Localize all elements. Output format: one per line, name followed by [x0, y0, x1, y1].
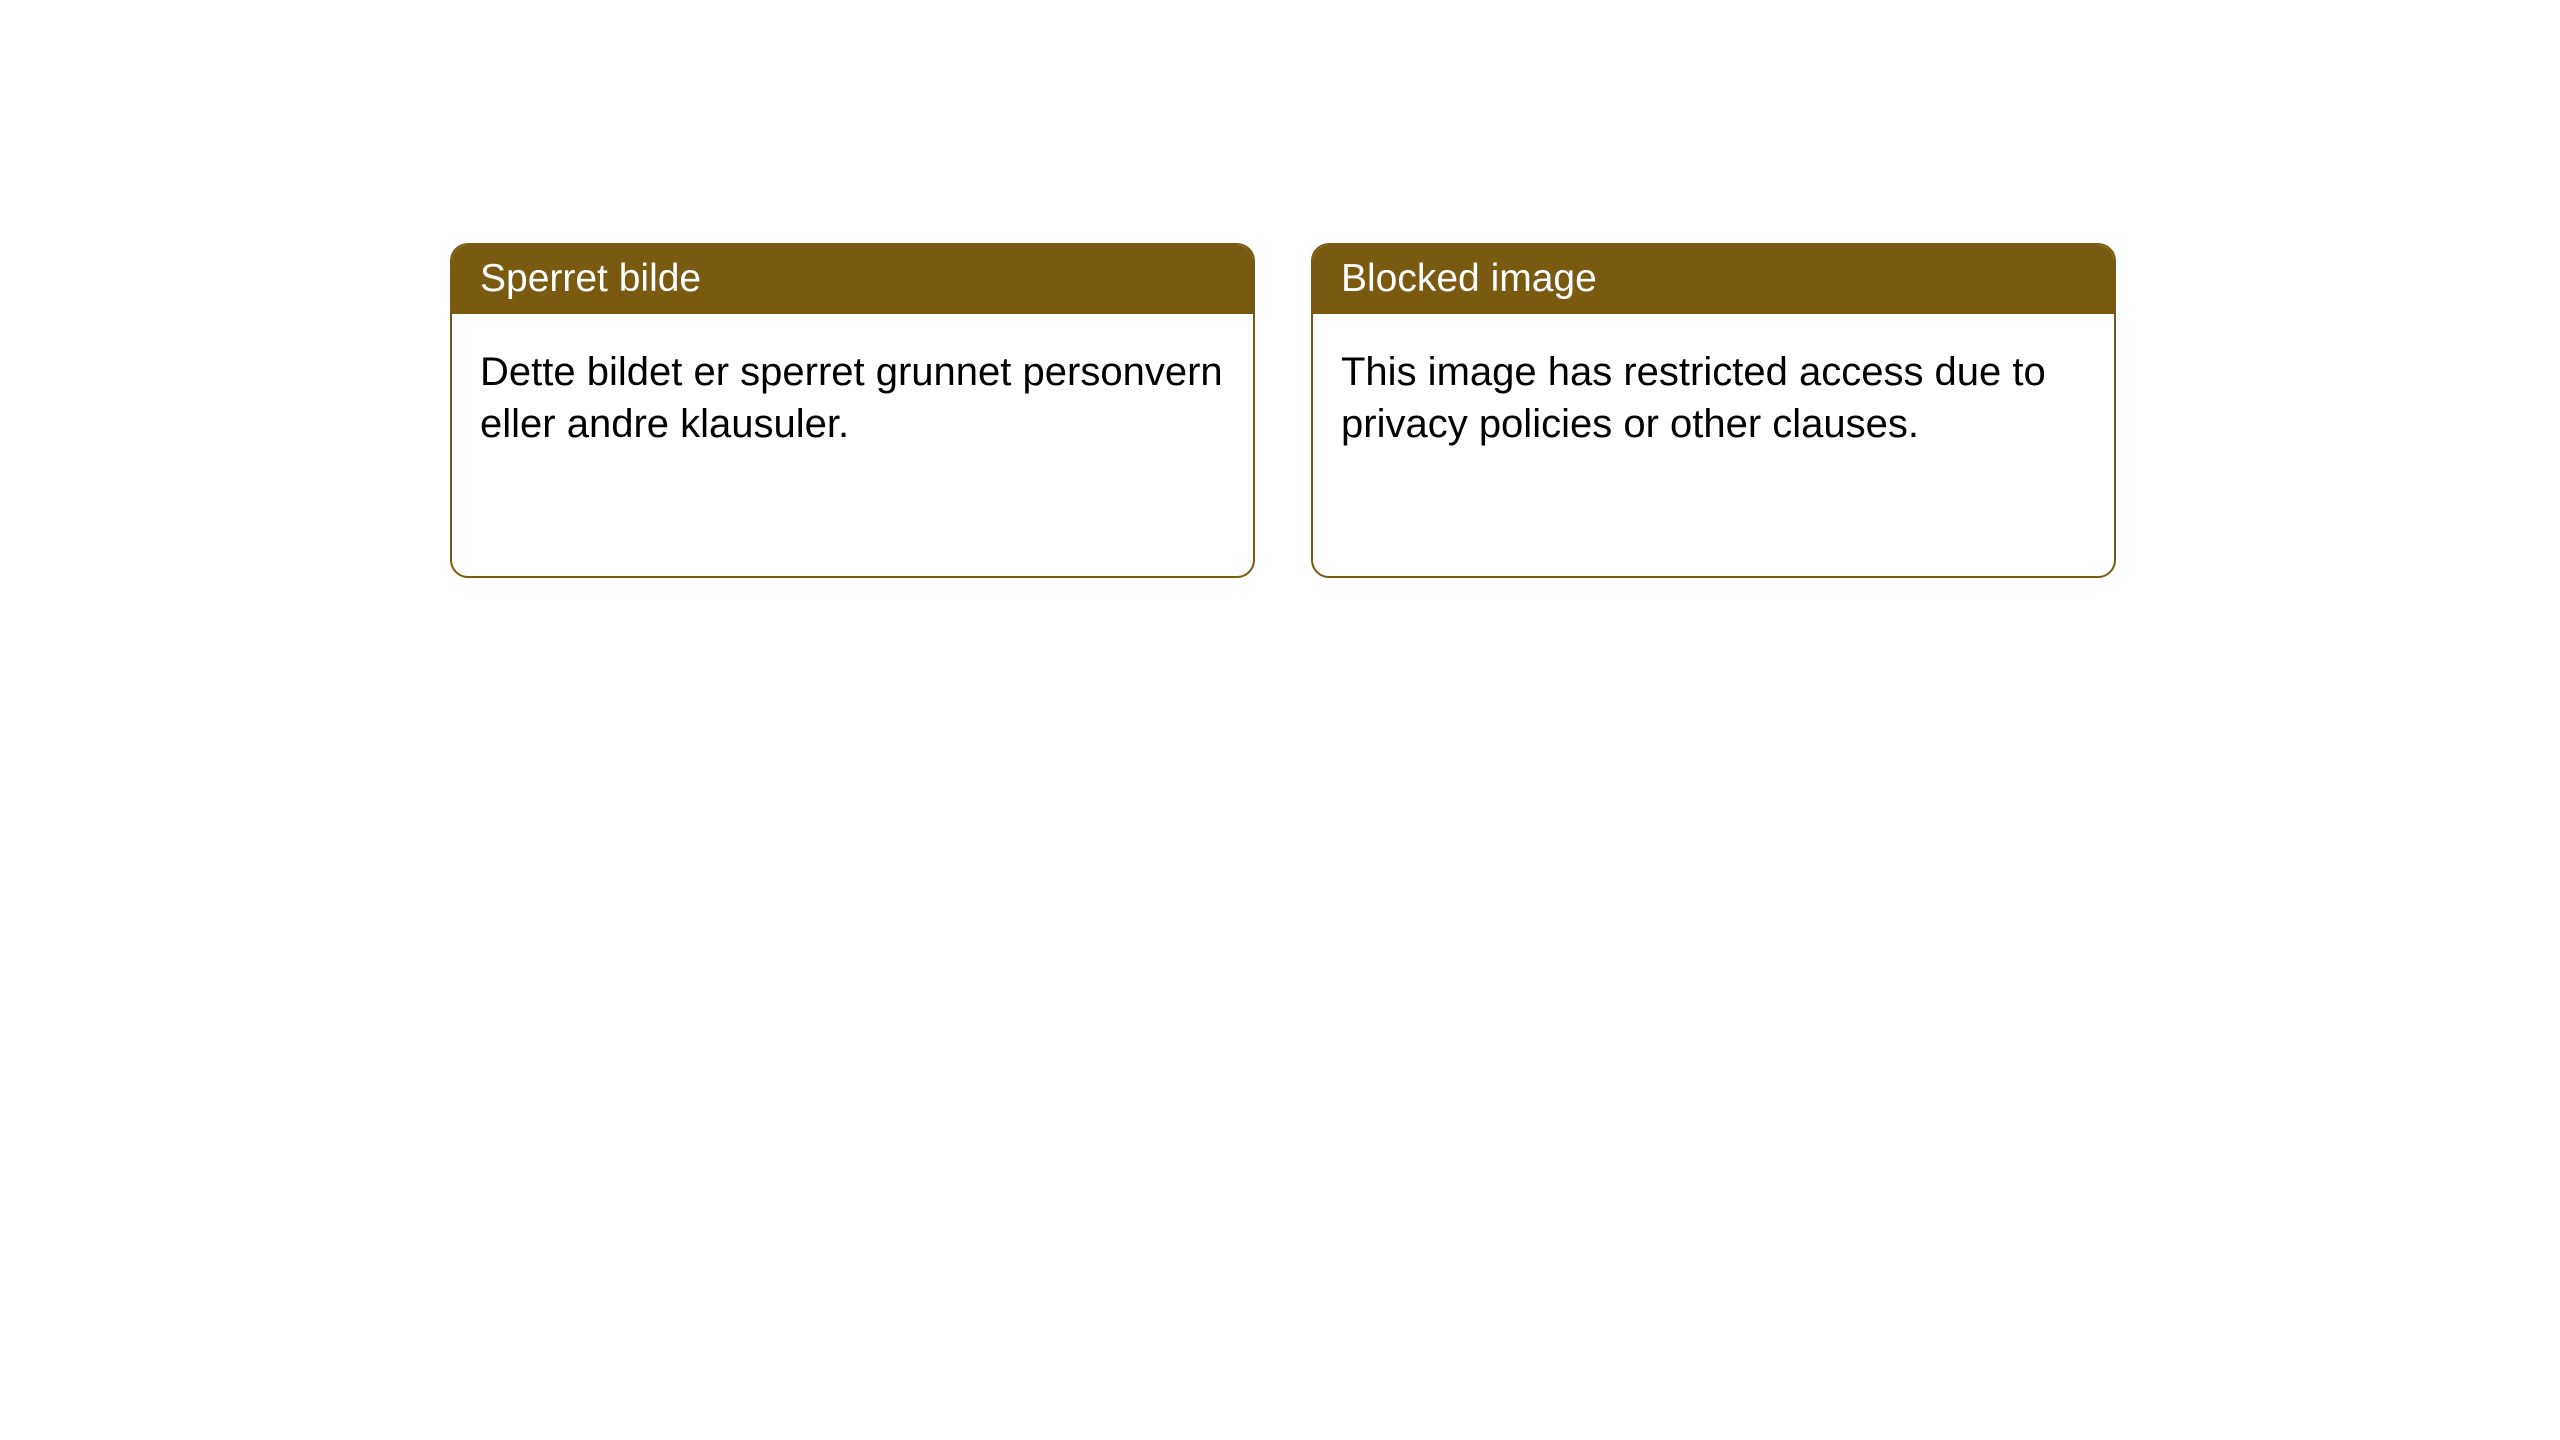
notice-body: Dette bildet er sperret grunnet personve… — [452, 314, 1253, 484]
notice-body: This image has restricted access due to … — [1313, 314, 2114, 484]
notice-container: Sperret bilde Dette bildet er sperret gr… — [0, 0, 2560, 578]
notice-card-norwegian: Sperret bilde Dette bildet er sperret gr… — [450, 243, 1255, 578]
notice-card-english: Blocked image This image has restricted … — [1311, 243, 2116, 578]
notice-title: Sperret bilde — [452, 245, 1253, 314]
notice-title: Blocked image — [1313, 245, 2114, 314]
